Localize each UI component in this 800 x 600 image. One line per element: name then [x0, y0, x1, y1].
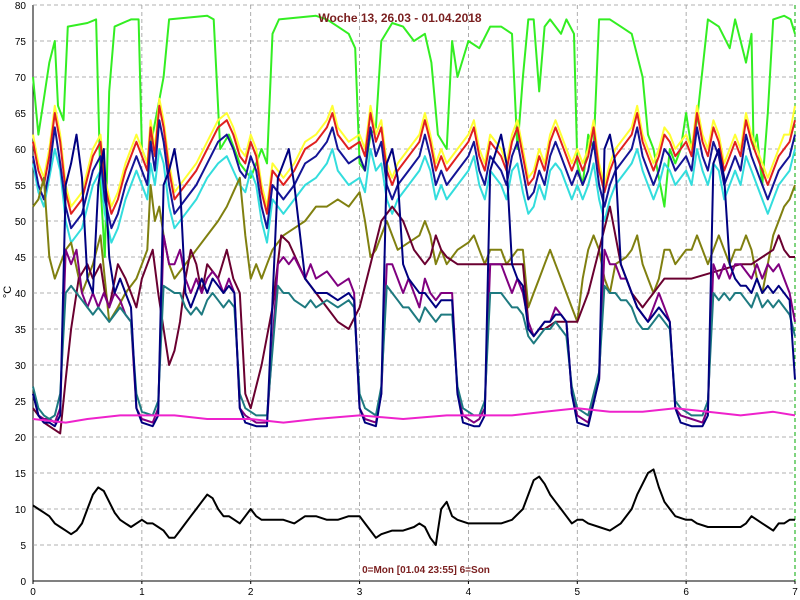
y-tick-label: 80 — [15, 1, 27, 12]
x-tick-label: 1 — [139, 587, 145, 598]
y-tick-label: 25 — [15, 397, 27, 408]
series-line-4 — [32, 119, 796, 230]
y-tick-label: 5 — [20, 541, 26, 552]
y-tick-label: 45 — [15, 253, 27, 264]
y-tick-labels: 0 5 10 15 20 25 30 35 40 45 50 55 60 65 70 75 80 — [15, 1, 27, 588]
y-tick-label: 70 — [15, 73, 27, 84]
y-axis-label: °C — [2, 286, 14, 298]
y-tick-label: 40 — [15, 289, 27, 300]
y-tick-label: 0 — [20, 577, 26, 588]
y-tick-label: 20 — [15, 433, 27, 444]
x-tick-label: 7 — [792, 587, 798, 598]
x-tick-label: 4 — [466, 587, 472, 598]
series-line-2 — [32, 104, 796, 215]
y-tick-label: 75 — [15, 37, 27, 48]
series-line-11 — [32, 468, 795, 546]
chart-title: Woche 13, 26.03 - 01.04.2018 — [318, 11, 482, 25]
series-line-6 — [32, 205, 795, 435]
x-tick-label: 6 — [683, 587, 689, 598]
y-tick-label: 30 — [15, 361, 27, 372]
y-tick-label: 15 — [15, 469, 27, 480]
x-tick-label: 2 — [248, 587, 254, 598]
y-tick-label: 65 — [15, 109, 27, 120]
x-tick-labels: 0 1 2 3 4 5 6 7 — [30, 587, 798, 598]
y-tick-label: 35 — [15, 325, 27, 336]
y-tick-label: 60 — [15, 145, 27, 156]
series-line-10 — [32, 407, 796, 424]
y-tick-label: 55 — [15, 181, 27, 192]
y-tick-label: 10 — [15, 505, 27, 516]
series-line-5 — [32, 176, 796, 323]
x-tick-label: 5 — [575, 587, 581, 598]
y-tick-label: 50 — [15, 217, 27, 228]
x-tick-label: 0 — [30, 587, 36, 598]
series-group — [32, 14, 796, 546]
chart-footer: 0=Mon [01.04 23:55] 6=Son — [362, 565, 490, 576]
series-line-3 — [32, 148, 796, 244]
x-tick-label: 3 — [357, 587, 363, 598]
series-line-9 — [32, 133, 796, 428]
